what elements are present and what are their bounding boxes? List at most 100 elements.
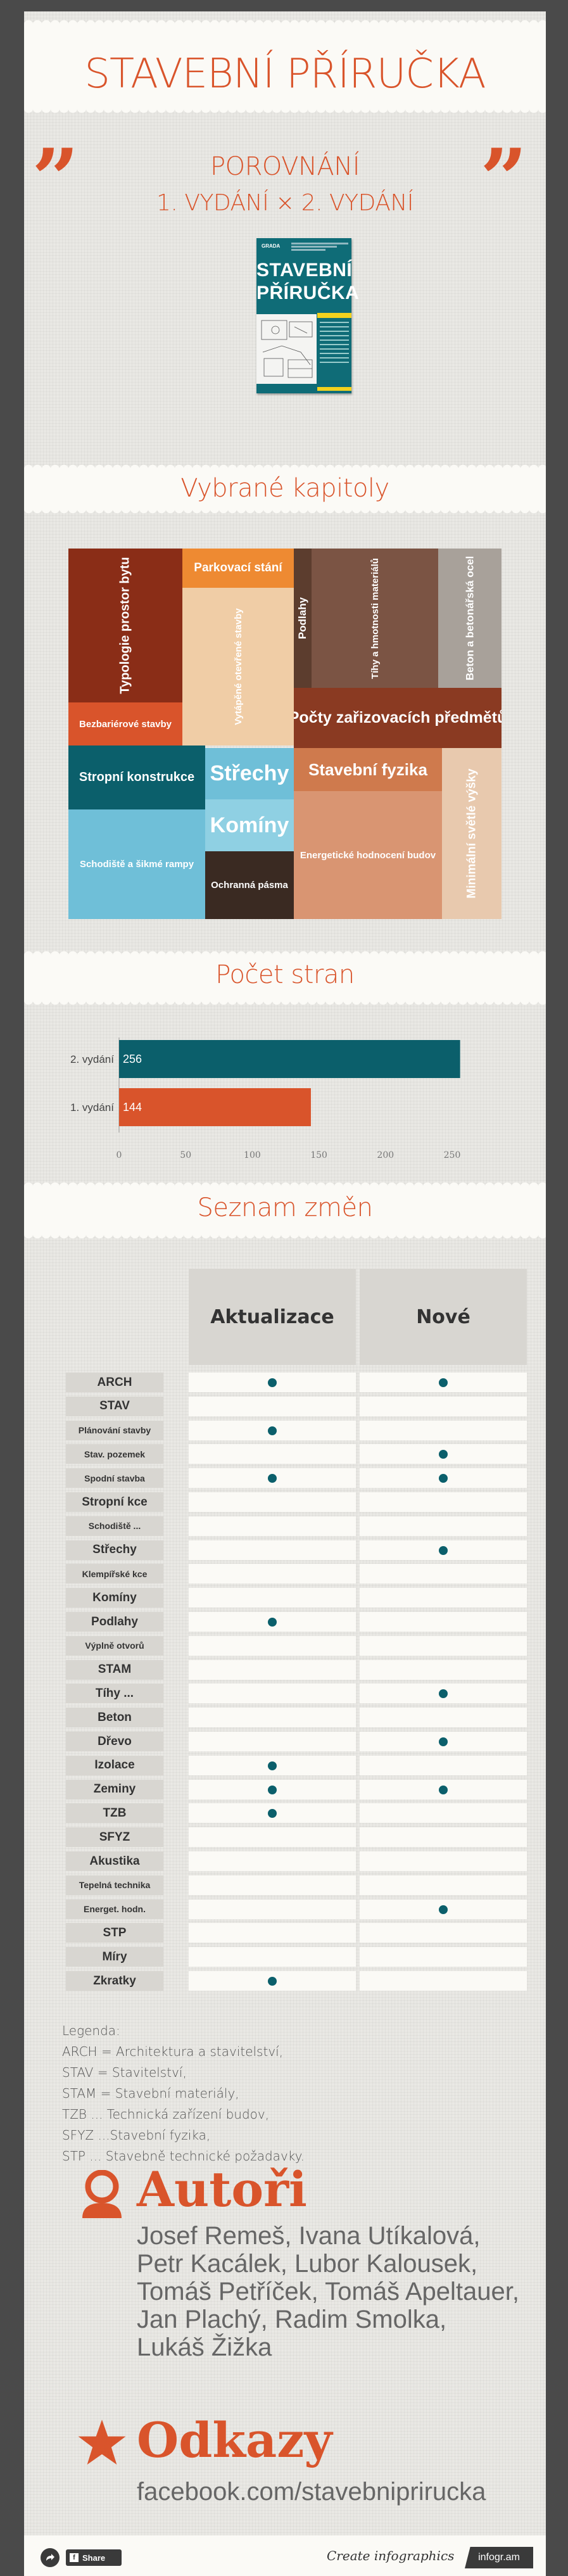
title-band	[24, 17, 546, 116]
cell-update	[189, 1659, 356, 1680]
chapter-ochranna: Ochranná pásma	[205, 851, 294, 919]
cell-new	[360, 1803, 527, 1824]
row-label: Výplně otvorů	[66, 1635, 163, 1656]
cell-update	[189, 1971, 356, 1991]
change-marker-dot	[439, 1474, 448, 1483]
change-marker-dot	[268, 1378, 277, 1387]
column-header-new: Nové	[360, 1269, 527, 1365]
change-marker-dot	[439, 1689, 448, 1699]
cover-title-line1: STAVEBNÍ	[256, 260, 353, 281]
cell-update	[189, 1875, 356, 1895]
book-cover-image: GRADA STAVEBNÍ PŘÍRUČKA	[256, 238, 359, 393]
cell-update	[189, 1396, 356, 1416]
authors-line: Tomáš Petříček, Tomáš Apeltauer,	[137, 2278, 520, 2306]
changes-band	[24, 1179, 546, 1241]
cover-contents-list	[320, 322, 349, 366]
chapter-schodiste: Schodiště a šikmé rampy	[68, 809, 205, 919]
cell-new	[360, 1684, 527, 1704]
facebook-icon: f	[70, 2553, 79, 2562]
cell-new	[360, 1732, 527, 1751]
cell-update	[189, 1708, 356, 1728]
bar-category-label: 2. vydání	[70, 1053, 114, 1065]
row-label: Střechy	[66, 1540, 163, 1560]
bar-value-label: 256	[123, 1053, 142, 1065]
cell-new	[360, 1564, 527, 1584]
bar-first-edition	[119, 1088, 311, 1126]
cell-new	[360, 1396, 527, 1416]
infogram-logo[interactable]: infogr.am	[465, 2547, 533, 2568]
legend-title: Legenda:	[62, 2023, 120, 2038]
x-tick-label: 150	[310, 1150, 327, 1160]
row-label: Stav. pozemek	[66, 1444, 163, 1464]
cell-update	[189, 1684, 356, 1704]
change-marker-dot	[439, 1545, 448, 1555]
cell-new	[360, 1827, 527, 1848]
pages-title: Počet stran	[215, 960, 355, 989]
x-tick-label: 100	[244, 1150, 261, 1160]
share-arrow-icon[interactable]	[41, 2548, 60, 2567]
cell-new	[360, 1708, 527, 1728]
cell-update	[189, 1827, 356, 1848]
cell-new	[360, 1444, 527, 1464]
chapter-strechy: Střechy	[205, 748, 294, 799]
authors-list: Josef Remeš, Ivana Utíkalová, Petr Kacál…	[137, 2222, 519, 2361]
legend-line: SFYZ ...Stavební fyzika,	[62, 2128, 211, 2143]
chapter-parkovaci: Parkovací stání	[182, 549, 294, 588]
row-label: Klempířské kce	[66, 1564, 163, 1584]
cell-update	[189, 1851, 356, 1871]
facebook-link[interactable]: facebook.com/stavebniprirucka	[137, 2478, 486, 2506]
cell-update	[189, 1420, 356, 1440]
cell-update	[189, 1444, 356, 1464]
cell-new	[360, 1468, 527, 1488]
cell-update	[189, 1468, 356, 1488]
cell-update	[189, 1779, 356, 1799]
change-marker-dot	[439, 1450, 448, 1459]
x-tick-label: 0	[117, 1150, 122, 1160]
row-label: Plánování stavby	[66, 1420, 163, 1440]
share-label: Share	[82, 2553, 106, 2563]
chapter-beton: Beton a betonářská ocel	[438, 549, 502, 688]
row-label: Akustika	[66, 1851, 163, 1871]
create-infographics-link[interactable]: Create infographics	[327, 2548, 455, 2563]
authors-line: Lukáš Žižka	[137, 2333, 272, 2361]
authors-line: Jan Plachý, Radim Smolka,	[137, 2306, 447, 2333]
chapter-typologie: Typologie prostor bytu	[68, 549, 182, 702]
right-quote-mark: ”	[480, 130, 527, 227]
chapter-vytapene: Vytápěné otevřené stavby	[182, 588, 294, 746]
cell-new	[360, 1420, 527, 1440]
row-label: Schodiště ...	[66, 1516, 163, 1536]
cell-update	[189, 1899, 356, 1919]
change-marker-dot	[439, 1905, 448, 1914]
share-button[interactable]: f Share	[66, 2549, 122, 2566]
cell-update	[189, 1540, 356, 1560]
cell-new	[360, 1540, 527, 1560]
bar-value-label: 144	[123, 1101, 142, 1114]
change-marker-dot	[268, 1977, 277, 1986]
legend-line: STAM = Stavební materiály,	[62, 2086, 239, 2101]
row-label: Komíny	[66, 1588, 163, 1608]
page-count-chart: 2. vydání 256 1. vydání 144 0 50 100 150 200 250	[70, 1037, 460, 1160]
left-quote-mark: ”	[32, 130, 79, 227]
person-icon	[82, 2170, 122, 2218]
chapter-kominy: Komíny	[205, 799, 294, 851]
row-label: Podlahy	[66, 1612, 163, 1632]
row-label: Tíhy ...	[66, 1684, 163, 1704]
cell-new	[360, 1875, 527, 1895]
chapter-stavebni-fyzika: Stavební fyzika	[294, 748, 442, 791]
row-label: STAM	[66, 1659, 163, 1680]
editions-heading: 1. VYDÁNÍ × 2. VYDÁNÍ	[156, 190, 413, 216]
cell-new	[360, 1612, 527, 1632]
star-icon	[78, 2420, 126, 2465]
chapter-tihy: Tíhy a hmotnosti materiálů	[312, 549, 438, 688]
cell-new	[360, 1659, 527, 1680]
legend-line: STP ... Stavebně technické požadavky.	[62, 2148, 305, 2164]
row-label: SFYZ	[66, 1827, 163, 1848]
cell-update	[189, 1803, 356, 1824]
cell-new	[360, 1947, 527, 1967]
change-marker-dot	[268, 1474, 277, 1483]
change-marker-dot	[268, 1785, 277, 1794]
row-label: Zkratky	[66, 1971, 163, 1991]
change-marker-dot	[439, 1737, 448, 1746]
row-label: Tepelná technika	[66, 1875, 163, 1895]
cell-update	[189, 1635, 356, 1656]
